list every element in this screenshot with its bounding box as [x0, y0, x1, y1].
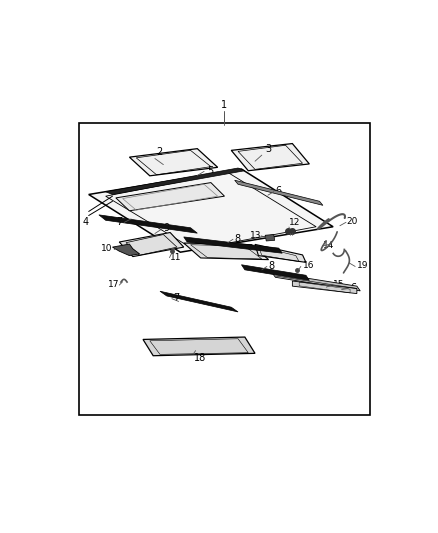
Text: 8: 8 [235, 233, 241, 244]
Polygon shape [255, 245, 306, 262]
Text: 14: 14 [323, 241, 334, 250]
Text: 18: 18 [194, 353, 206, 364]
Polygon shape [160, 291, 238, 312]
Text: 17: 17 [108, 280, 119, 289]
Text: 1: 1 [222, 100, 227, 110]
Polygon shape [293, 281, 357, 294]
Polygon shape [119, 232, 184, 256]
Text: 15: 15 [333, 280, 345, 289]
Polygon shape [272, 272, 360, 291]
Text: 7: 7 [117, 216, 123, 227]
Text: 19: 19 [357, 261, 368, 270]
Text: 11: 11 [170, 253, 182, 262]
Text: 4: 4 [83, 216, 88, 227]
Polygon shape [88, 169, 333, 252]
Text: 20: 20 [346, 217, 358, 226]
Text: 6: 6 [276, 186, 282, 196]
Text: 16: 16 [303, 261, 314, 270]
Polygon shape [116, 183, 224, 211]
Text: 5: 5 [208, 166, 214, 176]
Text: 9: 9 [163, 223, 170, 233]
Polygon shape [143, 337, 255, 356]
Polygon shape [130, 149, 218, 176]
Polygon shape [231, 143, 309, 171]
Polygon shape [265, 235, 275, 241]
Polygon shape [106, 168, 245, 195]
Bar [78, 123, 371, 415]
Text: 8: 8 [268, 261, 275, 271]
Text: 3: 3 [265, 144, 271, 154]
Text: 7: 7 [173, 293, 180, 303]
Polygon shape [184, 243, 268, 260]
Polygon shape [241, 265, 309, 280]
Polygon shape [184, 237, 282, 253]
Polygon shape [113, 244, 140, 256]
Text: 12: 12 [289, 218, 300, 227]
Text: 6: 6 [350, 283, 356, 293]
Polygon shape [99, 215, 197, 233]
Text: 2: 2 [156, 147, 163, 157]
Polygon shape [235, 180, 323, 205]
Text: 13: 13 [250, 231, 262, 240]
Text: 10: 10 [101, 244, 113, 253]
